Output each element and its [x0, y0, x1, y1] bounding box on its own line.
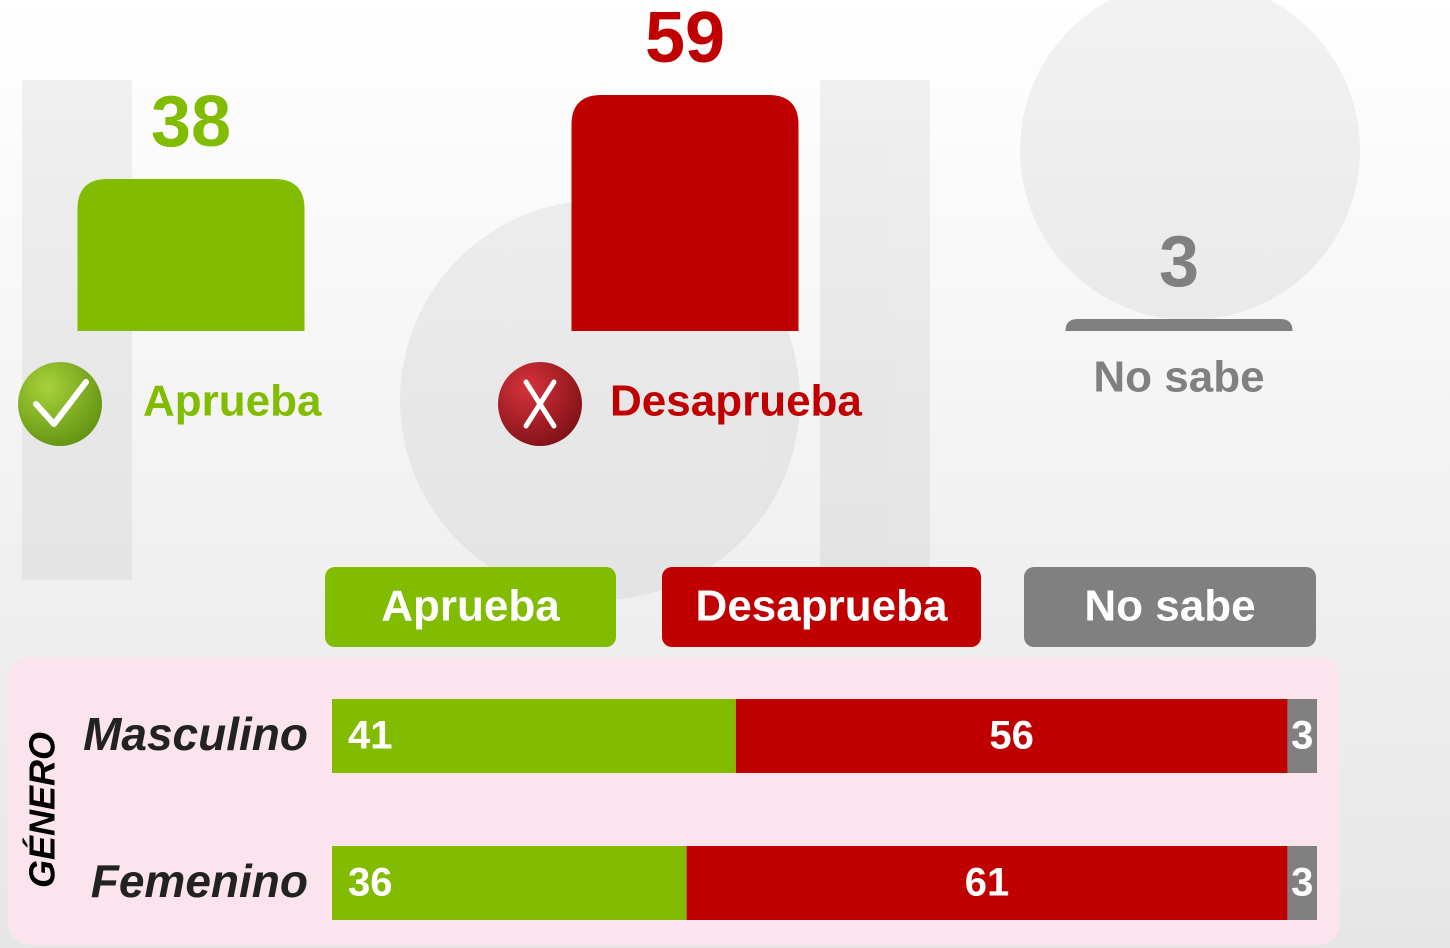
- legend-label: Aprueba: [381, 582, 560, 631]
- value-label: 56: [989, 714, 1034, 758]
- value-label: 3: [1291, 714, 1313, 758]
- y-axis-label: GÉNERO: [22, 732, 63, 888]
- legend-swatch: [662, 567, 981, 647]
- bar-segment: [735, 699, 1288, 773]
- cross-icon: [498, 362, 582, 446]
- bar: [571, 95, 799, 331]
- bar-segment: [332, 699, 736, 773]
- legend-label: Desaprueba: [696, 582, 948, 631]
- category-label: Desaprueba: [610, 377, 862, 426]
- legend-label: No sabe: [1084, 582, 1255, 631]
- value-label: 3: [1159, 222, 1199, 302]
- bar-segment: [332, 846, 687, 920]
- category-label: Femenino: [91, 855, 308, 907]
- value-label: 3: [1291, 861, 1313, 905]
- category-label: No sabe: [1093, 353, 1264, 402]
- bar-segment: [1287, 846, 1317, 920]
- value-label: 61: [965, 861, 1010, 905]
- legend-swatch: [325, 567, 616, 647]
- check-icon: [18, 362, 102, 446]
- value-label: 59: [645, 0, 725, 78]
- category-label: Aprueba: [143, 377, 322, 426]
- bar: [77, 179, 305, 331]
- value-label: 36: [348, 861, 393, 905]
- bar-segment: [1287, 699, 1317, 773]
- category-label: Masculino: [83, 708, 308, 760]
- bar-segment: [686, 846, 1288, 920]
- legend-swatch: [1024, 567, 1316, 647]
- value-label: 41: [348, 714, 393, 758]
- bar: [1065, 319, 1293, 331]
- value-label: 38: [151, 82, 231, 162]
